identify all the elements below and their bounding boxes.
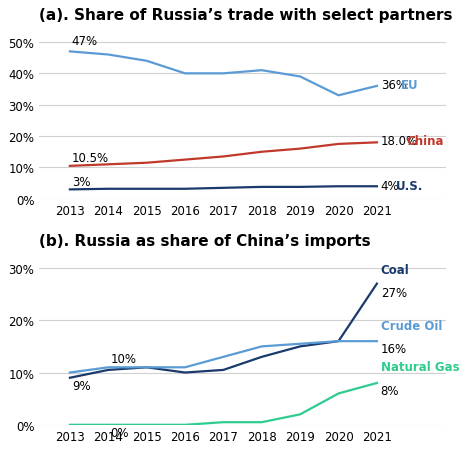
Text: Natural Gas: Natural Gas — [381, 360, 459, 373]
Text: (a). Share of Russia’s trade with select partners: (a). Share of Russia’s trade with select… — [39, 8, 453, 23]
Text: 3%: 3% — [72, 176, 91, 189]
Text: (b). Russia as share of China’s imports: (b). Russia as share of China’s imports — [39, 234, 371, 249]
Text: EU: EU — [401, 78, 418, 92]
Text: 36%: 36% — [381, 78, 407, 92]
Text: 4%: 4% — [381, 179, 400, 193]
Text: 0%: 0% — [110, 427, 128, 439]
Text: China: China — [407, 135, 444, 148]
Text: 8%: 8% — [381, 384, 399, 397]
Text: 10%: 10% — [110, 352, 136, 365]
Text: Crude Oil: Crude Oil — [381, 319, 442, 332]
Text: 18.0%: 18.0% — [381, 135, 418, 148]
Text: 16%: 16% — [381, 342, 407, 355]
Text: U.S.: U.S. — [396, 179, 423, 193]
Text: Coal: Coal — [381, 263, 410, 276]
Text: 27%: 27% — [381, 287, 407, 299]
Text: 47%: 47% — [72, 35, 98, 47]
Text: 10.5%: 10.5% — [72, 152, 109, 165]
Text: 9%: 9% — [72, 379, 91, 392]
